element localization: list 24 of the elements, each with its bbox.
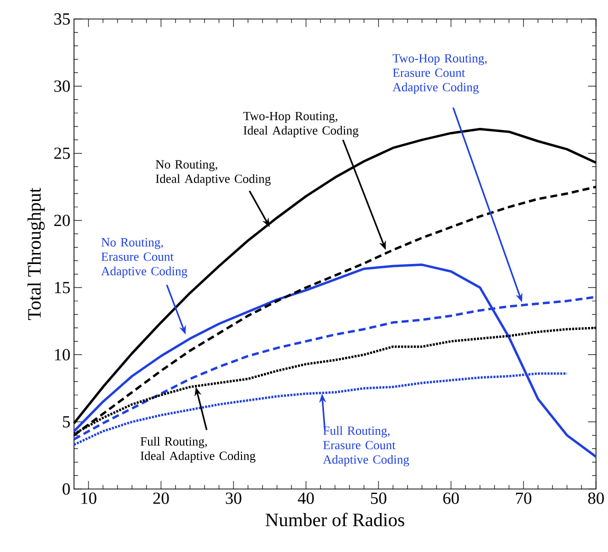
x-tick-label: 60 [443,492,459,504]
x-tick-label: 70 [516,492,532,504]
x-tick-label: 20 [153,492,169,504]
y-tick-label: 20 [54,214,70,226]
annotation: No Routing, Erasure Count Adaptive Coding [101,238,188,278]
x-tick-label: 80 [588,492,604,504]
x-tick-label: 50 [371,492,386,504]
annotation: No Routing, Ideal Adaptive Coding [156,160,271,186]
annotation: Two-Hop Routing, Erasure Count Adaptive Coding [392,54,487,94]
y-axis-title: Total Throughput [28,188,45,320]
y-tick-label: 25 [54,148,70,159]
x-tick-label: 10 [82,492,96,504]
x-tick-label: 40 [298,492,314,504]
y-tick-label: 30 [54,80,70,92]
x-tick-label: 30 [226,492,242,504]
annotation: Two-Hop Routing, Ideal Adaptive Coding [243,112,358,138]
annotation: Full Routing, Erasure Count Adaptive Coding [323,426,410,466]
y-tick-label: 0 [62,483,70,495]
x-axis-title: Number of Radios [266,512,404,526]
y-tick-label: 35 [54,13,70,25]
annotation: Full Routing, Ideal Adaptive Coding [140,436,256,463]
y-tick-label: 15 [55,282,70,294]
y-tick-label: 10 [55,348,70,360]
y-tick-label: 5 [62,416,70,428]
